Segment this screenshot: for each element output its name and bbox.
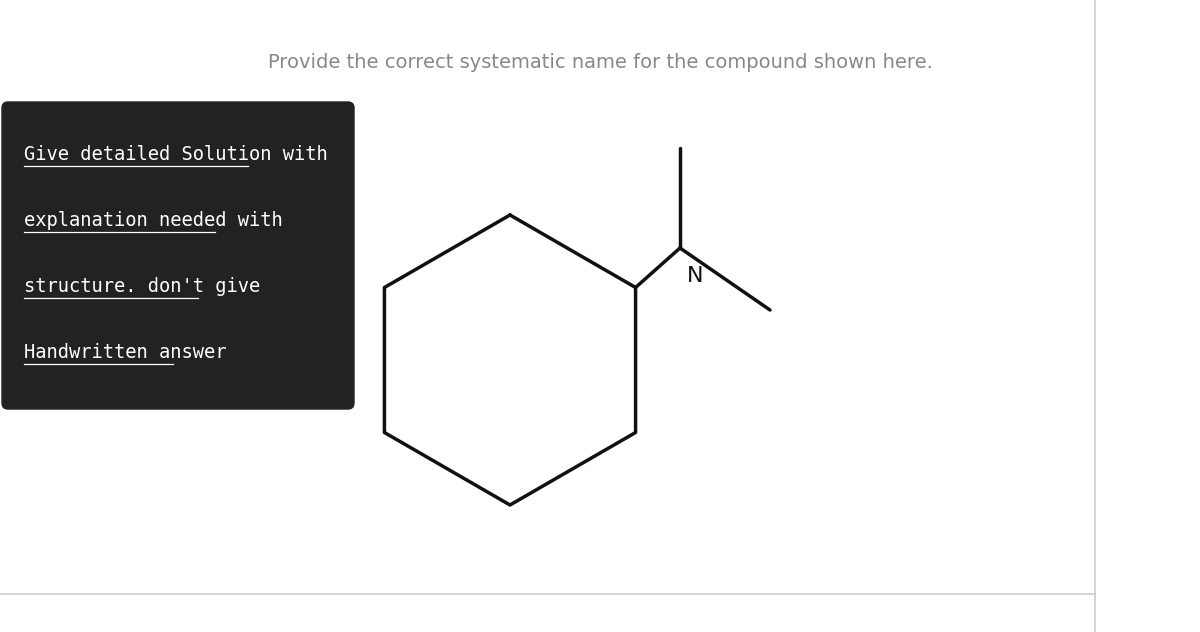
FancyBboxPatch shape	[2, 102, 354, 409]
Text: explanation needed with: explanation needed with	[24, 211, 283, 230]
Text: N: N	[686, 266, 703, 286]
Text: Give detailed Solution with: Give detailed Solution with	[24, 145, 328, 164]
Text: structure. don't give: structure. don't give	[24, 277, 260, 296]
Text: Handwritten answer: Handwritten answer	[24, 343, 227, 362]
Text: Provide the correct systematic name for the compound shown here.: Provide the correct systematic name for …	[268, 52, 932, 71]
